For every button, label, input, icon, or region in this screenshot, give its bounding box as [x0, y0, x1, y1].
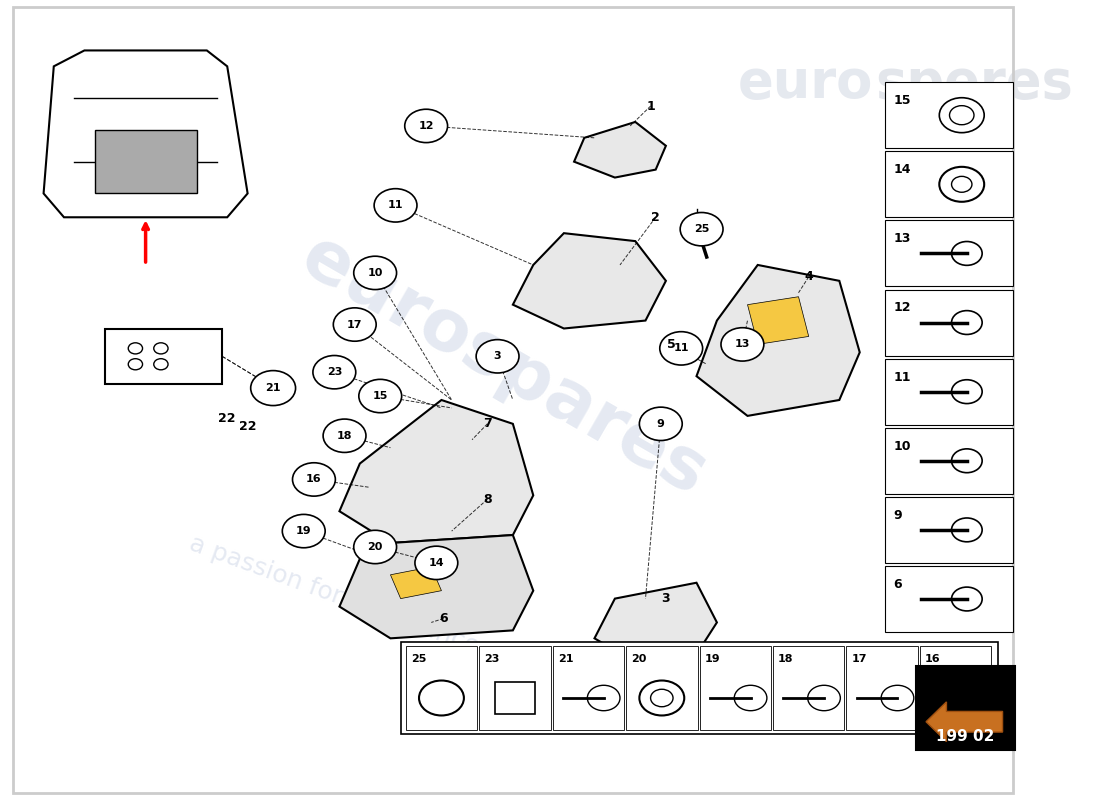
Text: 18: 18 — [337, 430, 352, 441]
Polygon shape — [748, 297, 808, 344]
Text: 14: 14 — [429, 558, 444, 568]
Circle shape — [251, 370, 296, 406]
Circle shape — [374, 189, 417, 222]
Text: 16: 16 — [306, 474, 321, 485]
Text: 11: 11 — [893, 370, 911, 384]
Circle shape — [354, 530, 397, 564]
Bar — [886, 566, 1013, 632]
Text: 22: 22 — [239, 420, 256, 433]
Polygon shape — [696, 265, 860, 416]
Text: 17: 17 — [346, 319, 363, 330]
Text: a passion for parts since 1985: a passion for parts since 1985 — [186, 531, 550, 683]
Polygon shape — [513, 233, 666, 329]
Text: 199 02: 199 02 — [936, 729, 994, 743]
Bar — [886, 151, 1013, 218]
Text: 20: 20 — [367, 542, 383, 552]
Text: 5: 5 — [667, 338, 675, 351]
Bar — [920, 646, 991, 730]
Circle shape — [415, 546, 458, 579]
Circle shape — [660, 332, 703, 365]
Circle shape — [720, 328, 763, 361]
Text: 12: 12 — [893, 302, 911, 314]
Text: 16: 16 — [925, 654, 940, 664]
Text: 6: 6 — [893, 578, 902, 591]
Bar — [916, 666, 1015, 750]
Bar — [847, 646, 917, 730]
Text: euro: euro — [737, 57, 872, 109]
Text: 20: 20 — [631, 654, 647, 664]
Text: eurospares: eurospares — [288, 222, 718, 510]
Text: 9: 9 — [893, 509, 902, 522]
Text: 9: 9 — [657, 419, 664, 429]
Circle shape — [359, 379, 402, 413]
Bar — [480, 646, 551, 730]
Bar — [886, 221, 1013, 286]
Bar — [886, 358, 1013, 425]
Bar — [886, 428, 1013, 494]
Text: 2: 2 — [651, 210, 660, 224]
Text: 22: 22 — [219, 412, 236, 425]
Text: 17: 17 — [851, 654, 867, 664]
Text: 10: 10 — [367, 268, 383, 278]
Text: 15: 15 — [373, 391, 388, 401]
Bar — [552, 646, 624, 730]
Circle shape — [680, 213, 723, 246]
Text: 3: 3 — [494, 351, 502, 362]
Polygon shape — [926, 702, 1002, 742]
Text: 13: 13 — [893, 232, 911, 246]
Text: 23: 23 — [484, 654, 499, 664]
Bar — [626, 646, 697, 730]
Circle shape — [639, 407, 682, 441]
Text: 21: 21 — [558, 654, 573, 664]
Text: 4: 4 — [804, 270, 813, 283]
Text: speres: speres — [874, 57, 1072, 109]
Text: 7: 7 — [483, 418, 492, 430]
Text: 23: 23 — [327, 367, 342, 377]
Polygon shape — [594, 582, 717, 662]
Circle shape — [476, 340, 519, 373]
Text: 25: 25 — [694, 224, 710, 234]
Bar — [400, 642, 999, 734]
Text: 25: 25 — [411, 654, 426, 664]
Circle shape — [293, 462, 336, 496]
Circle shape — [354, 256, 397, 290]
Text: 11: 11 — [673, 343, 689, 354]
Bar — [95, 130, 197, 194]
Bar — [886, 497, 1013, 563]
Bar — [495, 682, 536, 714]
Bar — [886, 82, 1013, 148]
Circle shape — [405, 110, 448, 142]
Text: 12: 12 — [418, 121, 433, 131]
Circle shape — [312, 355, 355, 389]
Text: 18: 18 — [778, 654, 793, 664]
Bar — [886, 290, 1013, 355]
Text: 11: 11 — [388, 200, 404, 210]
Text: 13: 13 — [735, 339, 750, 350]
Polygon shape — [390, 567, 441, 598]
Text: 19: 19 — [296, 526, 311, 536]
Bar — [700, 646, 771, 730]
Polygon shape — [340, 400, 534, 543]
Polygon shape — [340, 535, 534, 638]
Text: 6: 6 — [439, 612, 448, 625]
Circle shape — [283, 514, 326, 548]
Text: 8: 8 — [483, 493, 492, 506]
Bar — [773, 646, 845, 730]
Circle shape — [333, 308, 376, 342]
Text: 15: 15 — [893, 94, 911, 107]
Text: 21: 21 — [265, 383, 280, 393]
Circle shape — [323, 419, 366, 453]
Bar — [406, 646, 477, 730]
Text: 3: 3 — [661, 592, 670, 605]
Text: 14: 14 — [893, 163, 911, 176]
Polygon shape — [574, 122, 666, 178]
Text: 1: 1 — [646, 99, 654, 113]
Text: 19: 19 — [705, 654, 720, 664]
Text: 10: 10 — [893, 440, 911, 453]
